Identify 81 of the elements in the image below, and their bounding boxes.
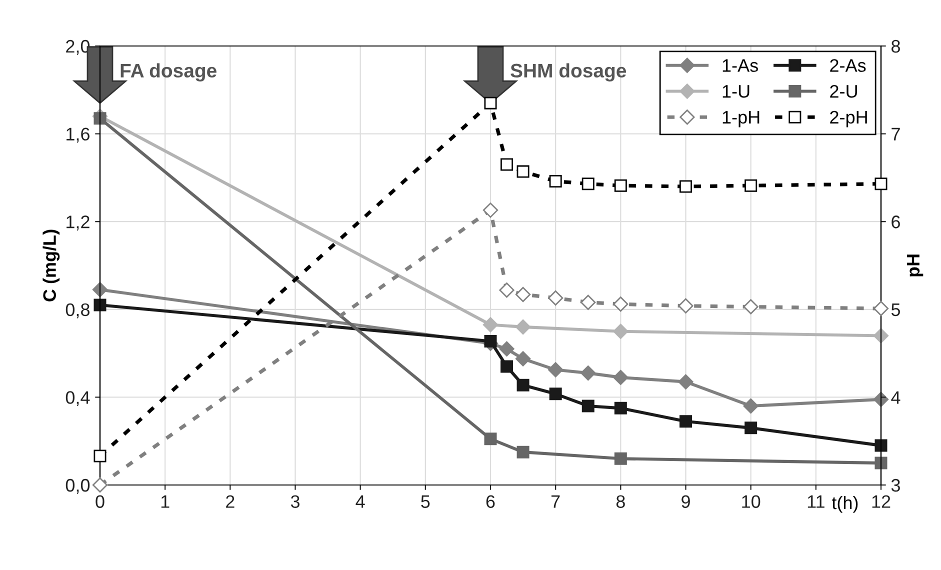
- legend-label: 1-As: [722, 59, 758, 72]
- legend-label: 1-pH: [722, 111, 760, 128]
- y2-tick-label: 3: [891, 478, 900, 492]
- x-tick-label: 9: [682, 495, 690, 508]
- x-tick-label: 3: [290, 495, 300, 508]
- y-tick-label: 0,4: [66, 391, 90, 406]
- y2-tick-label: 8: [892, 40, 900, 53]
- point: [500, 158, 514, 171]
- point: [680, 180, 692, 193]
- point: [874, 439, 888, 452]
- y-tick-label: 1,6: [66, 128, 90, 143]
- point: [614, 179, 627, 192]
- point: [484, 334, 497, 348]
- x-tick-label: 5: [421, 495, 430, 508]
- x-tick-label: 2: [226, 495, 234, 508]
- point: [482, 202, 498, 218]
- point: [94, 298, 106, 312]
- annotation: FA dosage: [120, 63, 216, 82]
- y-tick-label: 1,2: [66, 216, 90, 230]
- y-axis-title: C (mg/L): [42, 230, 60, 302]
- point: [94, 112, 106, 125]
- point: [613, 324, 628, 339]
- point: [613, 370, 628, 386]
- point: [744, 179, 758, 192]
- y-tick-label: 0,8: [66, 303, 90, 318]
- point: [499, 341, 514, 356]
- point: [499, 282, 514, 298]
- point: [678, 374, 694, 390]
- x-tick-label: 10: [742, 495, 760, 508]
- x-tick-label: 6: [486, 495, 495, 508]
- legend-label: 2-pH: [830, 110, 867, 128]
- point: [548, 290, 564, 306]
- point: [516, 378, 530, 392]
- point: [94, 450, 106, 462]
- point: [582, 400, 594, 412]
- point: [614, 452, 627, 465]
- point: [548, 362, 564, 378]
- x-tick-label: 8: [616, 495, 625, 508]
- point: [515, 351, 531, 366]
- x-tick-label: 12: [872, 495, 890, 508]
- point: [580, 294, 596, 310]
- y2-tick-label: 5: [891, 304, 900, 316]
- y-tick-label: 0,0: [66, 478, 90, 494]
- legend-label: 2-U: [830, 84, 857, 98]
- point: [874, 456, 888, 470]
- x-tick-label: 7: [551, 495, 560, 508]
- x-tick-label: 4: [356, 495, 365, 508]
- point: [743, 299, 758, 314]
- point: [680, 415, 692, 428]
- point: [743, 398, 758, 414]
- point: [516, 165, 530, 178]
- point: [484, 96, 497, 110]
- point: [873, 328, 889, 344]
- point: [744, 422, 758, 434]
- point: [515, 319, 531, 335]
- point: [482, 317, 498, 332]
- point: [549, 388, 562, 400]
- y2-axis-title: pH: [906, 254, 924, 276]
- point: [515, 286, 531, 302]
- point: [484, 432, 497, 446]
- legend-label: 2-As: [830, 59, 866, 72]
- point: [500, 360, 514, 373]
- y2-tick-label: 7: [892, 128, 900, 140]
- point: [873, 300, 889, 316]
- x-tick-label: 0: [96, 495, 104, 508]
- point: [874, 178, 888, 190]
- point: [678, 298, 694, 314]
- x-tick-label: 11: [808, 495, 824, 508]
- x-axis-title: t(h): [832, 496, 858, 513]
- point: [582, 178, 594, 190]
- x-tick-label: 1: [161, 495, 170, 508]
- legend-label: 1-U: [722, 85, 750, 98]
- point: [92, 477, 108, 493]
- point: [516, 446, 530, 458]
- y2-tick-label: 4: [891, 391, 900, 404]
- y2-tick-label: 6: [892, 216, 900, 228]
- point: [614, 402, 627, 414]
- point: [613, 296, 628, 312]
- point: [580, 365, 596, 381]
- annotation: SHM dosage: [510, 63, 626, 82]
- point: [549, 174, 562, 188]
